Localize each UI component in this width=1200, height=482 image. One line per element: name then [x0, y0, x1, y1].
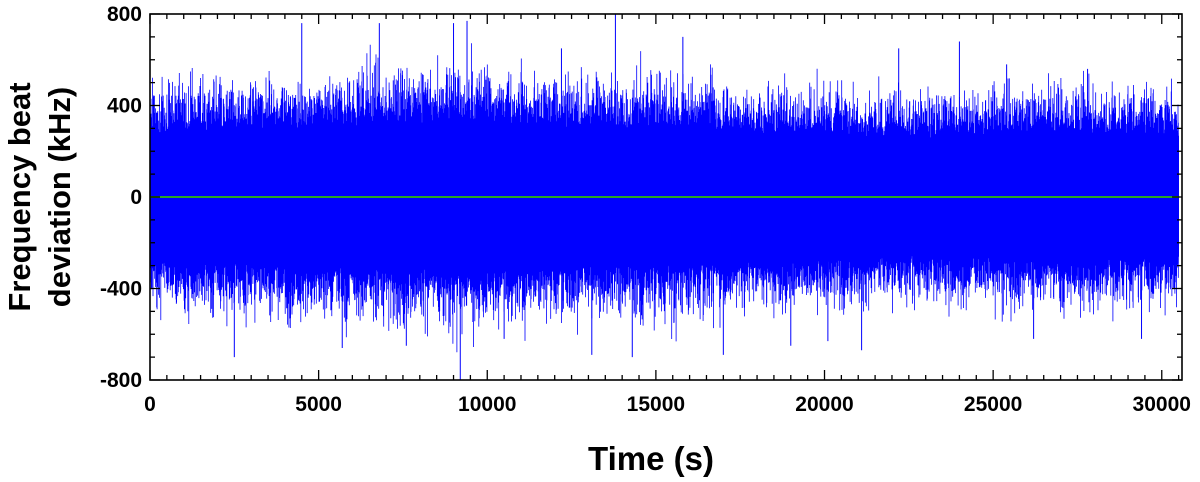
x-axis-title: Time (s): [588, 440, 714, 477]
y-tick-label: -400: [100, 278, 142, 301]
y-tick-label: 400: [107, 95, 142, 118]
x-tick-label: 30000: [1133, 393, 1191, 416]
x-tick-label: 15000: [627, 393, 685, 416]
y-tick-label: 0: [130, 186, 142, 209]
y-axis-title-line-2: deviation (kHz): [42, 87, 77, 307]
y-axis-title-line-1: Frequency beat: [2, 82, 37, 311]
x-tick-label: 5000: [295, 393, 342, 416]
x-tick-label: 10000: [458, 393, 516, 416]
plot-series: [149, 14, 1179, 380]
x-tick-label: 20000: [795, 393, 853, 416]
axis-ticks: [149, 13, 1182, 381]
y-tick-label: -800: [100, 369, 142, 392]
y-tick-label: 800: [107, 3, 142, 26]
x-tick-label: 25000: [964, 393, 1022, 416]
x-tick-label: 0: [144, 393, 156, 416]
axis-tick-labels: 0 5000 10000 15000 20000 25000 30000 -800 -400 0 4…: [100, 3, 1191, 416]
